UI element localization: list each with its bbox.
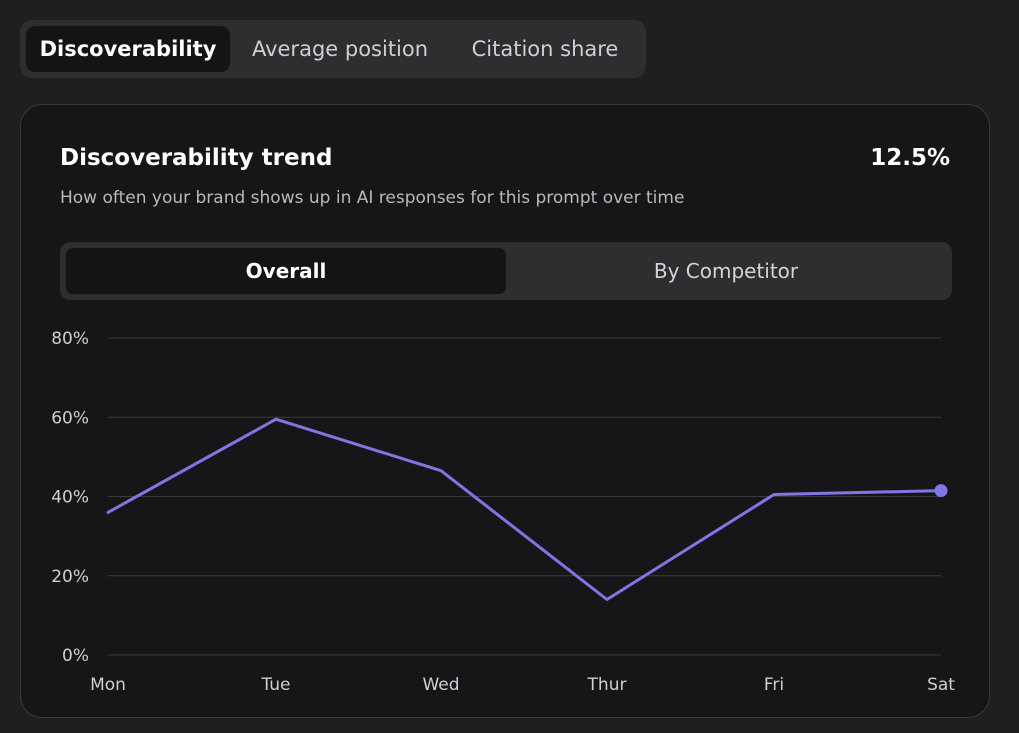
card-title: Discoverability trend [60, 145, 333, 171]
discoverability-trend-card: Discoverability trend 12.5% How often yo… [20, 104, 990, 718]
tab-discoverability[interactable]: Discoverability [26, 26, 230, 72]
tab-citation-share[interactable]: Citation share [471, 37, 619, 61]
segment-by-competitor[interactable]: By Competitor [653, 259, 799, 283]
tab-average-position[interactable]: Average position [251, 37, 429, 61]
segment-overall[interactable]: Overall [66, 248, 506, 294]
view-toggle: Overall By Competitor [60, 242, 952, 300]
current-value: 12.5% [870, 145, 950, 171]
metric-tabs: Discoverability Average position Citatio… [20, 20, 646, 78]
card-subtitle: How often your brand shows up in AI resp… [60, 188, 685, 208]
